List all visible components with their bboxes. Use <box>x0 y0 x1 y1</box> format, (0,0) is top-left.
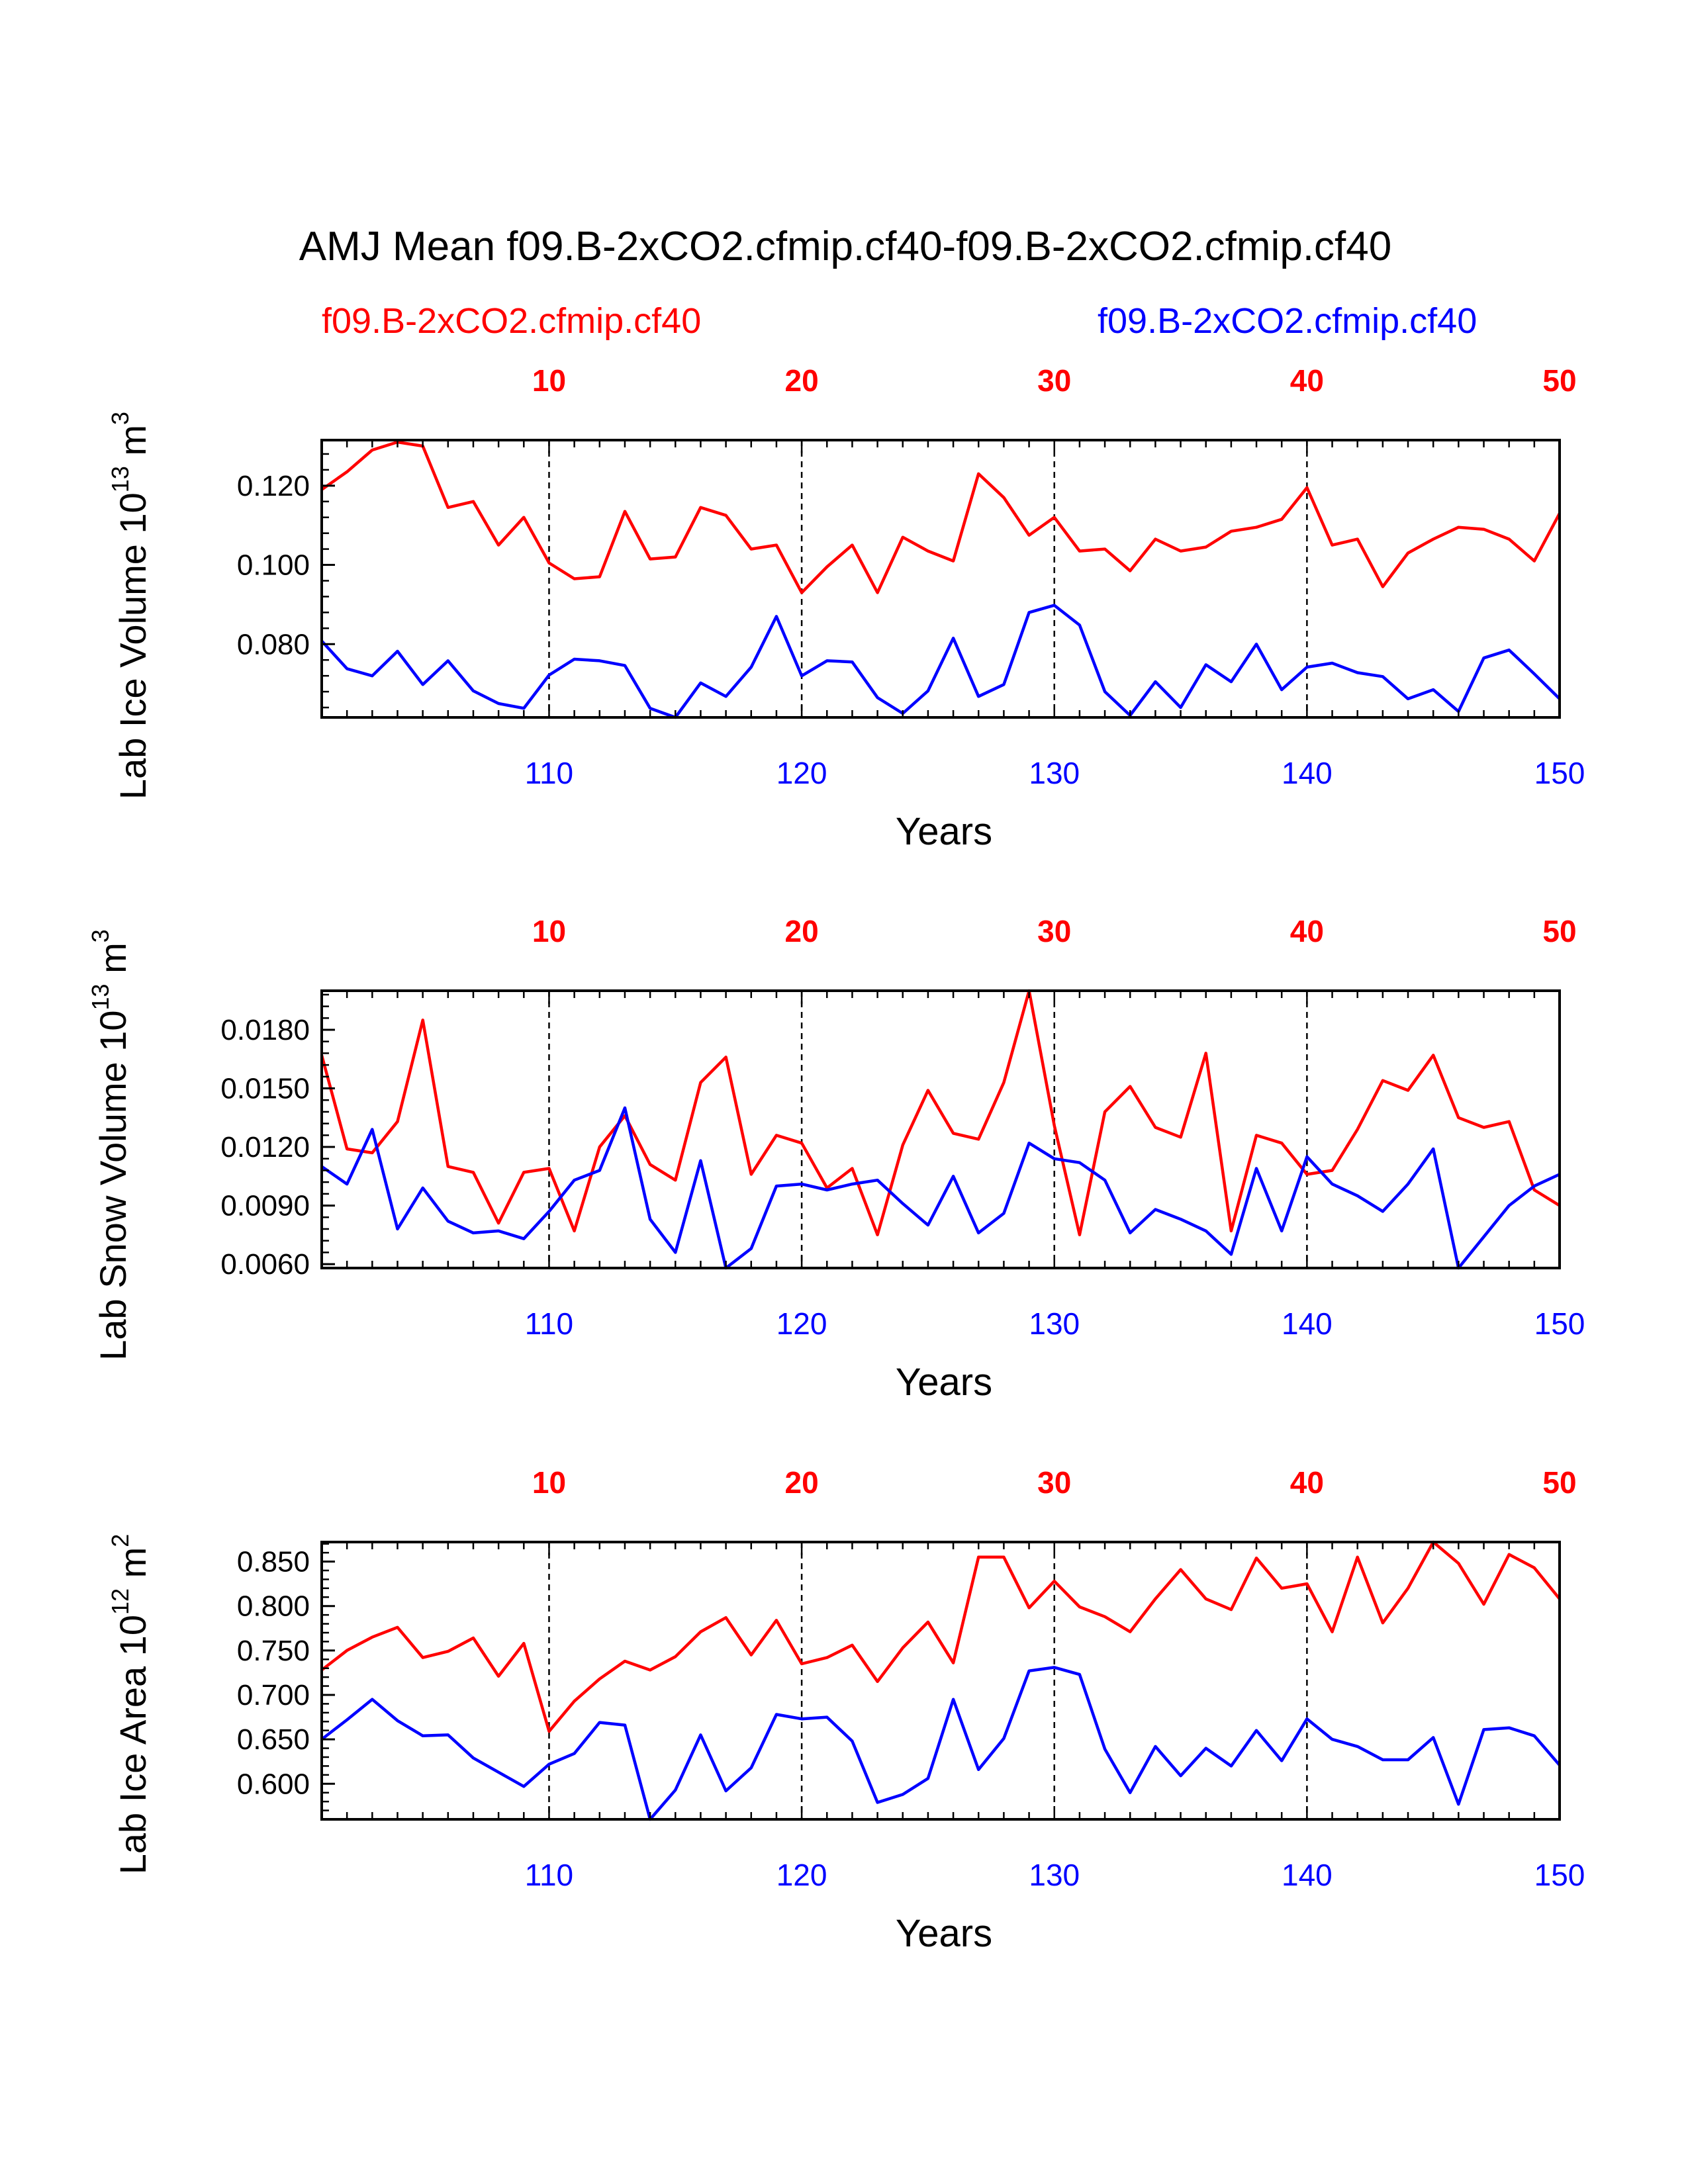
top-x-tick-label: 40 <box>1290 1465 1324 1500</box>
bottom-x-tick-label: 140 <box>1282 1858 1333 1892</box>
y-tick-label: 0.650 <box>237 1723 310 1756</box>
legend-right-label: f09.B-2xCO2.cfmip.cf40 <box>1098 301 1477 341</box>
y-tick-label: 0.600 <box>237 1768 310 1800</box>
blue-series-line <box>320 604 1561 719</box>
top-x-tick-label: 10 <box>532 914 566 948</box>
y-tick-label: 0.080 <box>237 628 310 660</box>
y-axis-title: Lab Snow Volume 1013 m3 <box>87 929 134 1361</box>
top-x-tick-label: 20 <box>785 1465 819 1500</box>
y-axis-title: Lab Ice Area 1012 m2 <box>107 1534 154 1875</box>
red-series-line <box>320 440 1561 594</box>
top-x-tick-label: 50 <box>1542 363 1576 398</box>
plot-frame <box>320 439 1561 719</box>
y-tick-label: 0.100 <box>237 549 310 582</box>
blue-series-line <box>320 1666 1561 1821</box>
top-x-tick-label: 10 <box>532 1465 566 1500</box>
bottom-x-tick-label: 140 <box>1282 1306 1333 1341</box>
top-x-tick-label: 10 <box>532 363 566 398</box>
x-axis-title: Years <box>896 810 992 853</box>
bottom-x-tick-label: 150 <box>1534 756 1585 790</box>
bottom-x-tick-label: 120 <box>776 756 827 790</box>
bottom-x-tick-label: 130 <box>1029 756 1080 790</box>
bottom-x-tick-label: 110 <box>525 1858 573 1892</box>
y-tick-label: 0.120 <box>237 470 310 502</box>
bottom-x-tick-label: 120 <box>776 1306 827 1341</box>
legend-left-label: f09.B-2xCO2.cfmip.cf40 <box>322 301 701 341</box>
blue-series-line <box>320 1106 1560 1270</box>
top-x-tick-label: 20 <box>785 914 819 948</box>
y-tick-label: 0.0120 <box>220 1131 310 1163</box>
x-axis-title: Years <box>896 1361 992 1404</box>
y-tick-label: 0.0150 <box>220 1073 310 1105</box>
red-series-line <box>320 989 1561 1237</box>
top-x-tick-label: 30 <box>1037 363 1071 398</box>
top-x-tick-label: 50 <box>1542 914 1576 948</box>
y-tick-label: 0.0090 <box>220 1190 310 1222</box>
y-tick-label: 0.0060 <box>220 1248 310 1281</box>
top-x-tick-label: 40 <box>1290 363 1324 398</box>
bottom-x-tick-label: 130 <box>1029 1306 1080 1341</box>
panel-lab-snow-volume: 0.0060 0.0090 0.0120 0.0150 0.0180 110 120 130 1… <box>87 914 1585 1404</box>
top-x-tick-label: 30 <box>1037 914 1071 948</box>
top-x-tick-label: 20 <box>785 363 819 398</box>
bottom-x-tick-label: 120 <box>776 1858 827 1892</box>
panel-lab-ice-volume: 0.080 0.100 0.120 110 120 130 140 150 10 20 30 40 50… <box>107 363 1585 853</box>
bottom-x-tick-label: 110 <box>525 756 573 790</box>
plot-frame <box>320 1541 1561 1821</box>
chart-title: AMJ Mean f09.B-2xCO2.cfmip.cf40-f09.B-2x… <box>299 224 1391 269</box>
y-tick-label: 0.850 <box>237 1546 310 1578</box>
y-tick-label: 0.700 <box>237 1679 310 1711</box>
top-x-tick-label: 40 <box>1290 914 1324 948</box>
plot-frame <box>320 989 1561 1269</box>
y-axis-title: Lab Ice Volume 1013 m3 <box>107 412 154 799</box>
red-series-line <box>320 1540 1561 1733</box>
top-x-tick-label: 50 <box>1542 1465 1576 1500</box>
bottom-x-tick-label: 150 <box>1534 1306 1585 1341</box>
y-tick-label: 0.0180 <box>220 1014 310 1046</box>
panel-lab-ice-area: 0.600 0.650 0.700 0.750 0.800 0.850 110 120 130 1… <box>107 1465 1585 1955</box>
bottom-x-tick-label: 140 <box>1282 756 1333 790</box>
x-axis-title: Years <box>896 1912 992 1955</box>
bottom-x-tick-label: 110 <box>525 1306 573 1341</box>
bottom-x-tick-label: 130 <box>1029 1858 1080 1892</box>
y-tick-label: 0.750 <box>237 1635 310 1667</box>
bottom-x-tick-label: 150 <box>1534 1858 1585 1892</box>
y-tick-label: 0.800 <box>237 1590 310 1623</box>
top-x-tick-label: 30 <box>1037 1465 1071 1500</box>
